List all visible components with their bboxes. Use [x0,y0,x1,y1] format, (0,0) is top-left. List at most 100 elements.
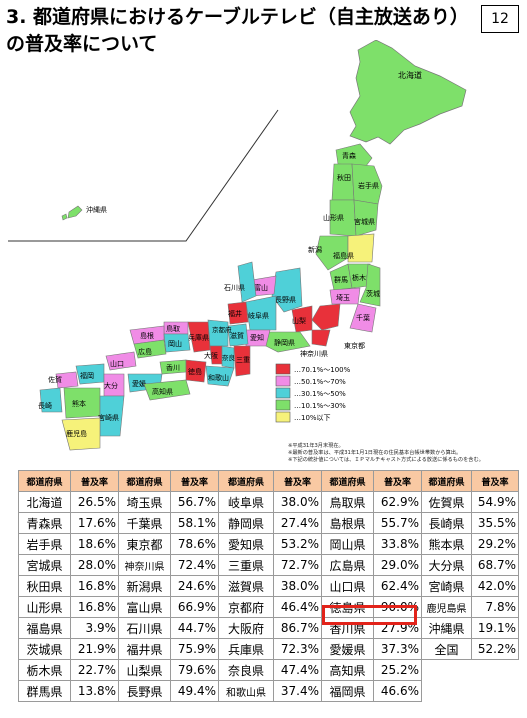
rate-cell: 46.4% [273,596,322,618]
rate-cell: 38.0% [273,575,322,597]
legend-label-10-30: …10.1%～30% [294,402,346,410]
prefecture-cell: 富山県 [118,596,171,618]
prefecture-cell: 山梨県 [118,659,171,681]
header-rate: 普及率 [373,470,422,492]
prefecture-cell: 鹿児島県 [421,596,472,618]
rate-cell: 29.0% [373,554,422,576]
rate-cell: 26.5% [70,491,119,513]
legend-swatch-under-10 [275,411,291,423]
rate-cell: 22.7% [70,659,119,681]
region-shiga [227,323,249,347]
legend-label-70-100: …70.1%～100% [294,366,351,374]
prefecture-cell: 愛知県 [218,533,274,555]
empty-cell [422,681,472,702]
region-fukui [227,301,249,325]
footnote: ※下記の統計値については、ＩＰマルチキャスト方式による放送に係るものを含む。 [288,457,484,463]
rate-cell: 78.6% [170,533,219,555]
rate-cell: 3.9% [70,617,119,639]
region-okinawa [67,205,83,219]
prefecture-cell: 大分県 [421,554,472,576]
prefecture-cell: 沖縄県 [421,617,472,639]
label-hiroshima: 広島 [138,347,152,356]
label-fukushima: 福島県 [333,251,354,260]
region-tokyo [311,303,341,331]
rate-cell: 79.6% [170,659,219,681]
prefecture-cell: 秋田県 [18,575,71,597]
prefecture-cell: 栃木県 [18,659,71,681]
header-prefecture: 都道府県 [218,470,274,492]
rate-cell: 58.1% [170,512,219,534]
region-kanagawa [311,329,331,347]
label-miyazaki: 宮崎県 [98,413,119,422]
region-iwate [351,163,383,205]
prefecture-cell: 山形県 [18,596,71,618]
region-aomori [335,143,373,167]
region-yamanashi [291,305,313,333]
prefecture-cell: 埼玉県 [118,491,171,513]
rate-cell: 19.1% [471,617,519,639]
rate-cell: 72.7% [273,554,322,576]
legend-swatch-50-70 [275,375,291,387]
rate-cell: 75.9% [170,638,219,660]
prefecture-cell: 和歌山県 [218,680,274,702]
label-mie: 三重 [236,356,250,364]
empty-cell [472,681,519,702]
label-fukuoka: 福岡 [80,371,94,380]
rate-cell: 46.6% [373,680,422,702]
rate-cell: 49.4% [170,680,219,702]
rate-cell: 47.4% [273,659,322,681]
table-row: 山形県 16.8% 富山県 66.9% 京都府 46.4% 徳島県 90.0% 鹿児島県 7.8% [18,596,519,618]
empty-cell [472,660,519,681]
region-akita [331,163,355,201]
rate-cell: 38.0% [273,491,322,513]
prefecture-cell: 石川県 [118,617,171,639]
rate-cell: 25.2% [373,659,422,681]
label-shizuoka: 静岡県 [274,338,295,347]
rate-cell: 62.9% [373,491,422,513]
label-kagoshima: 鹿児島 [66,429,87,438]
prefecture-cell: 兵庫県 [218,638,274,660]
prefecture-cell: 鳥取県 [321,491,374,513]
region-okayama [163,333,191,353]
prefecture-cell: 愛媛県 [321,638,374,660]
region-tokushima [185,359,207,383]
region-chiba [349,303,377,333]
rate-cell: 68.7% [471,554,519,576]
rate-cell: 17.6% [70,512,119,534]
prefecture-cell: 全国 [421,638,472,660]
region-kagoshima [61,417,101,451]
label-hyogo: 兵庫県 [188,333,209,342]
label-saga: 佐賀 [48,375,62,384]
label-niigata: 新潟 [308,245,322,254]
table-row: 栃木県 22.7% 山梨県 79.6% 奈良県 47.4% 高知県 25.2% [18,659,519,681]
label-tokushima: 徳島 [188,367,202,376]
legend-swatch-70-100 [275,363,291,375]
prefecture-cell: 青森県 [18,512,71,534]
region-kochi [143,379,191,401]
region-saga [55,371,79,389]
label-okayama: 岡山 [168,339,182,348]
rate-cell: 56.7% [170,491,219,513]
rate-cell: 16.8% [70,596,119,618]
label-gifu: 岐阜県 [248,311,269,320]
header-prefecture: 都道府県 [321,470,374,492]
rate-cell: 35.5% [471,512,519,534]
label-iwate: 岩手県 [358,181,379,190]
prefecture-cell: 佐賀県 [421,491,472,513]
label-nara: 奈良 [222,353,236,362]
label-fukui: 福井 [228,309,242,318]
prefecture-cell: 神奈川県 [118,554,171,576]
rate-cell: 28.0% [70,554,119,576]
footnotes: ※平成31年3月末現在。 ※最新の普及率は、平成31年1月1日現在の住民基本台帳… [288,443,484,464]
table-row: 群馬県 13.8% 長野県 49.4% 和歌山県 37.4% 福岡県 46.6% [18,680,519,702]
header-prefecture: 都道府県 [118,470,171,492]
prefecture-cell: 福井県 [118,638,171,660]
label-kagawa: 香川 [166,363,180,372]
label-kanagawa: 神奈川県 [300,349,328,358]
prefecture-cell: 大阪府 [218,617,274,639]
label-yamanashi: 山梨 [292,316,306,325]
prefecture-cell: 千葉県 [118,512,171,534]
table-row: 北海道 26.5% 埼玉県 56.7% 岐阜県 38.0% 鳥取県 62.9% 佐賀県 54.9% [18,491,519,513]
rate-cell: 86.7% [273,617,322,639]
page-title: 3. 都道府県におけるケーブルテレビ（自主放送あり）の普及率について [6,6,460,55]
